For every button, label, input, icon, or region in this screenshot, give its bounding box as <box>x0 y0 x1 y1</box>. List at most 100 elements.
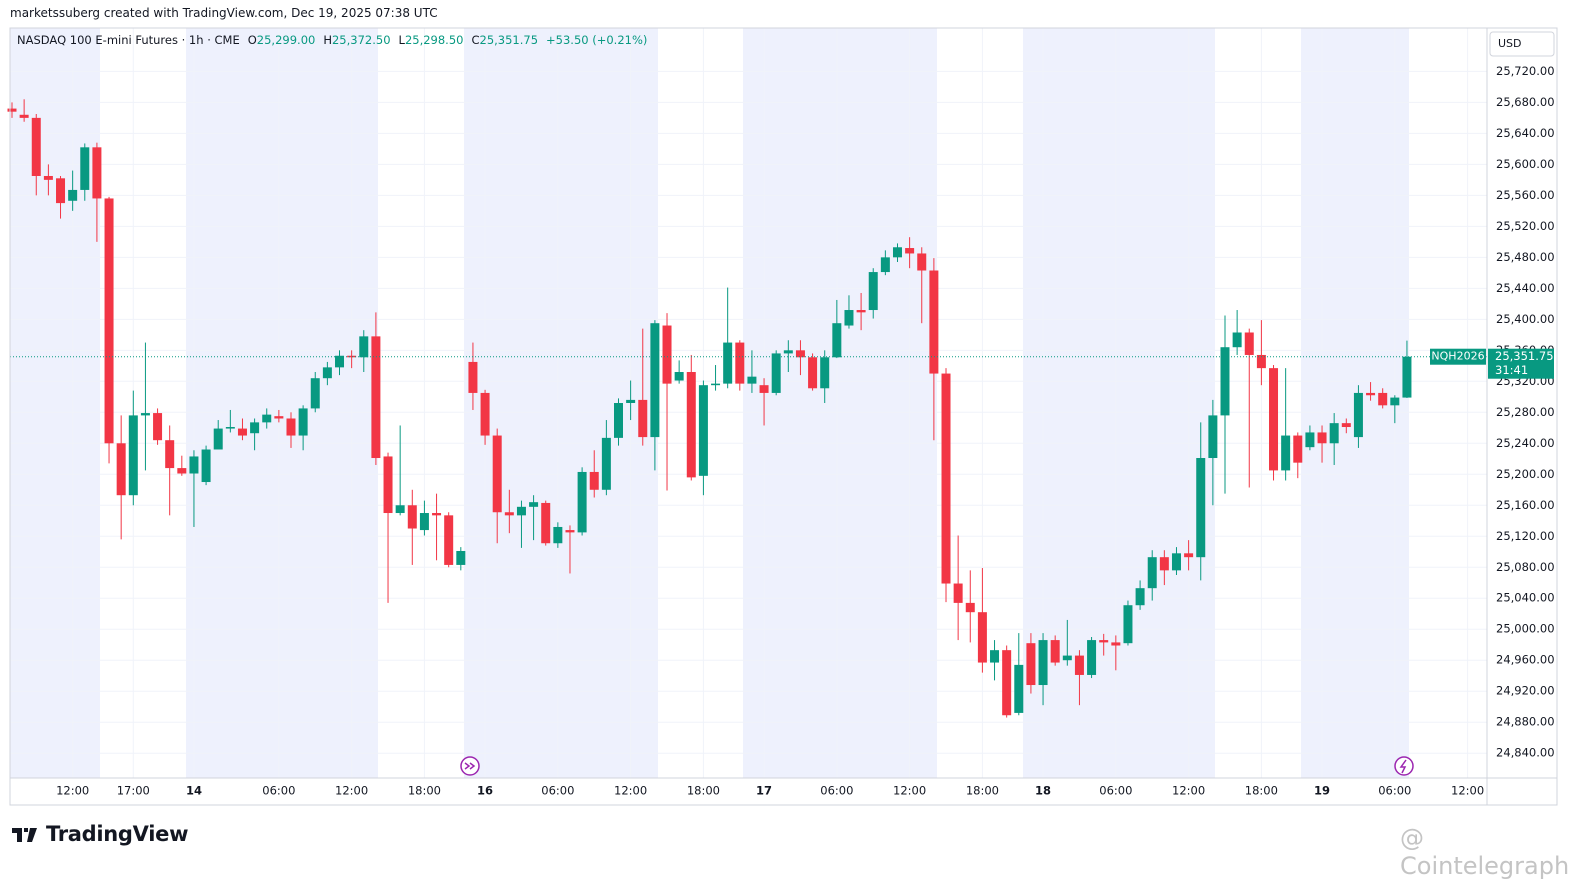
x-tick-label: 18:00 <box>687 784 720 798</box>
candle-body <box>1366 392 1376 396</box>
y-tick-label: 25,560.00 <box>1496 188 1555 202</box>
candle-body <box>104 198 114 444</box>
candle-body <box>965 602 975 613</box>
candle-body <box>868 272 878 311</box>
candle-body <box>468 361 478 393</box>
candle-body <box>601 437 611 490</box>
candle-body <box>347 355 357 358</box>
y-tick-label: 25,040.00 <box>1496 591 1555 605</box>
candle-body <box>1390 397 1400 406</box>
candle-body <box>1232 332 1242 348</box>
candle-body <box>711 383 721 386</box>
candle-body <box>432 513 442 516</box>
candle-body <box>1378 392 1388 406</box>
x-tick-label: 18:00 <box>1245 784 1278 798</box>
ohlc-value: 25,351.75 <box>479 33 539 47</box>
symbol-tag: NQH2026 <box>1431 350 1484 363</box>
tv-logo <box>12 828 37 842</box>
candle-body <box>298 408 308 436</box>
countdown: 31:41 <box>1495 363 1528 377</box>
candle-body <box>1256 354 1266 369</box>
candle-body <box>19 114 29 118</box>
y-tick-label: 25,720.00 <box>1496 64 1555 78</box>
candle-body <box>225 427 235 429</box>
candle-body <box>1305 432 1315 448</box>
candle-body <box>541 502 551 544</box>
candle-body <box>1353 392 1363 438</box>
candle-body <box>1341 423 1351 428</box>
candle-body <box>844 310 854 326</box>
watermark: @ Cointelegraph <box>1400 824 1570 880</box>
y-tick-label: 25,680.00 <box>1496 95 1555 109</box>
candle-body <box>322 367 332 379</box>
candle-body <box>359 336 369 358</box>
candle-body <box>56 178 66 204</box>
candle-body <box>917 253 927 271</box>
currency-box[interactable] <box>1489 31 1555 57</box>
legend: NASDAQ 100 E-mini Futures · 1h · CME O25,… <box>17 33 647 47</box>
candle-body <box>747 376 757 384</box>
currency[interactable]: USD <box>1498 37 1522 50</box>
x-tick-label: 18 <box>1035 784 1051 798</box>
candle-body <box>504 512 514 516</box>
ohlc-key: H <box>323 33 332 47</box>
candle-body <box>638 399 648 438</box>
candle-body <box>1074 655 1084 675</box>
candle-body <box>335 355 345 368</box>
y-tick-label: 25,120.00 <box>1496 529 1555 543</box>
event-circle[interactable] <box>1394 756 1414 776</box>
logo-glyph <box>12 828 37 842</box>
event-icon[interactable] <box>460 756 480 776</box>
candle-body <box>795 350 805 358</box>
candle-body <box>1329 423 1339 444</box>
candle-body <box>686 372 696 478</box>
candle-body <box>650 323 660 438</box>
candle-body <box>516 506 526 516</box>
candle-body <box>577 471 587 533</box>
candle-body <box>286 418 296 436</box>
candle-body <box>262 414 272 423</box>
candle-body <box>1002 650 1012 716</box>
candle-body <box>929 270 939 374</box>
candle-body <box>892 247 902 258</box>
candle-body <box>177 468 187 474</box>
symbol: NASDAQ 100 E-mini Futures · 1h · CME <box>17 33 240 47</box>
session-band <box>743 28 937 778</box>
candle-body <box>1038 640 1048 686</box>
candle-body <box>990 650 1000 663</box>
ohlc-item: C25,351.75 <box>471 33 538 47</box>
candle-body <box>1087 640 1097 675</box>
candle-body <box>128 415 138 496</box>
candle-body <box>1281 435 1291 471</box>
y-tick-label: 25,440.00 <box>1496 281 1555 295</box>
candle-body <box>116 443 126 496</box>
ohlc-value: 25,299.00 <box>256 33 316 47</box>
x-tick-label: 18:00 <box>408 784 441 798</box>
candle-body <box>698 385 708 476</box>
candle-body <box>1111 642 1121 646</box>
symbol-tag-box <box>1430 348 1486 365</box>
candle-body <box>1099 640 1109 643</box>
candle-body <box>213 428 223 450</box>
candle-body <box>674 372 684 381</box>
y-tick-label: 25,160.00 <box>1496 498 1555 512</box>
candle-body <box>43 175 53 180</box>
candle-body <box>274 416 284 419</box>
ohlc-value: 25,372.50 <box>331 33 391 47</box>
x-tick-label: 12:00 <box>1172 784 1205 798</box>
candle-body <box>771 353 781 393</box>
candle-body <box>529 502 539 507</box>
x-tick-label: 12:00 <box>893 784 926 798</box>
ohlc-key: L <box>398 33 405 47</box>
candle-body <box>250 422 260 434</box>
y-tick-label: 24,840.00 <box>1496 746 1555 760</box>
x-tick-label: 12:00 <box>335 784 368 798</box>
y-tick-label: 25,520.00 <box>1496 219 1555 233</box>
candle-body <box>953 583 963 603</box>
event-icon[interactable] <box>1394 756 1414 776</box>
candle-body <box>237 428 247 436</box>
candle-body <box>723 342 733 384</box>
axes: 24,840.00 24,880.00 24,920.00 24,960.00 25,0… <box>56 64 1554 798</box>
